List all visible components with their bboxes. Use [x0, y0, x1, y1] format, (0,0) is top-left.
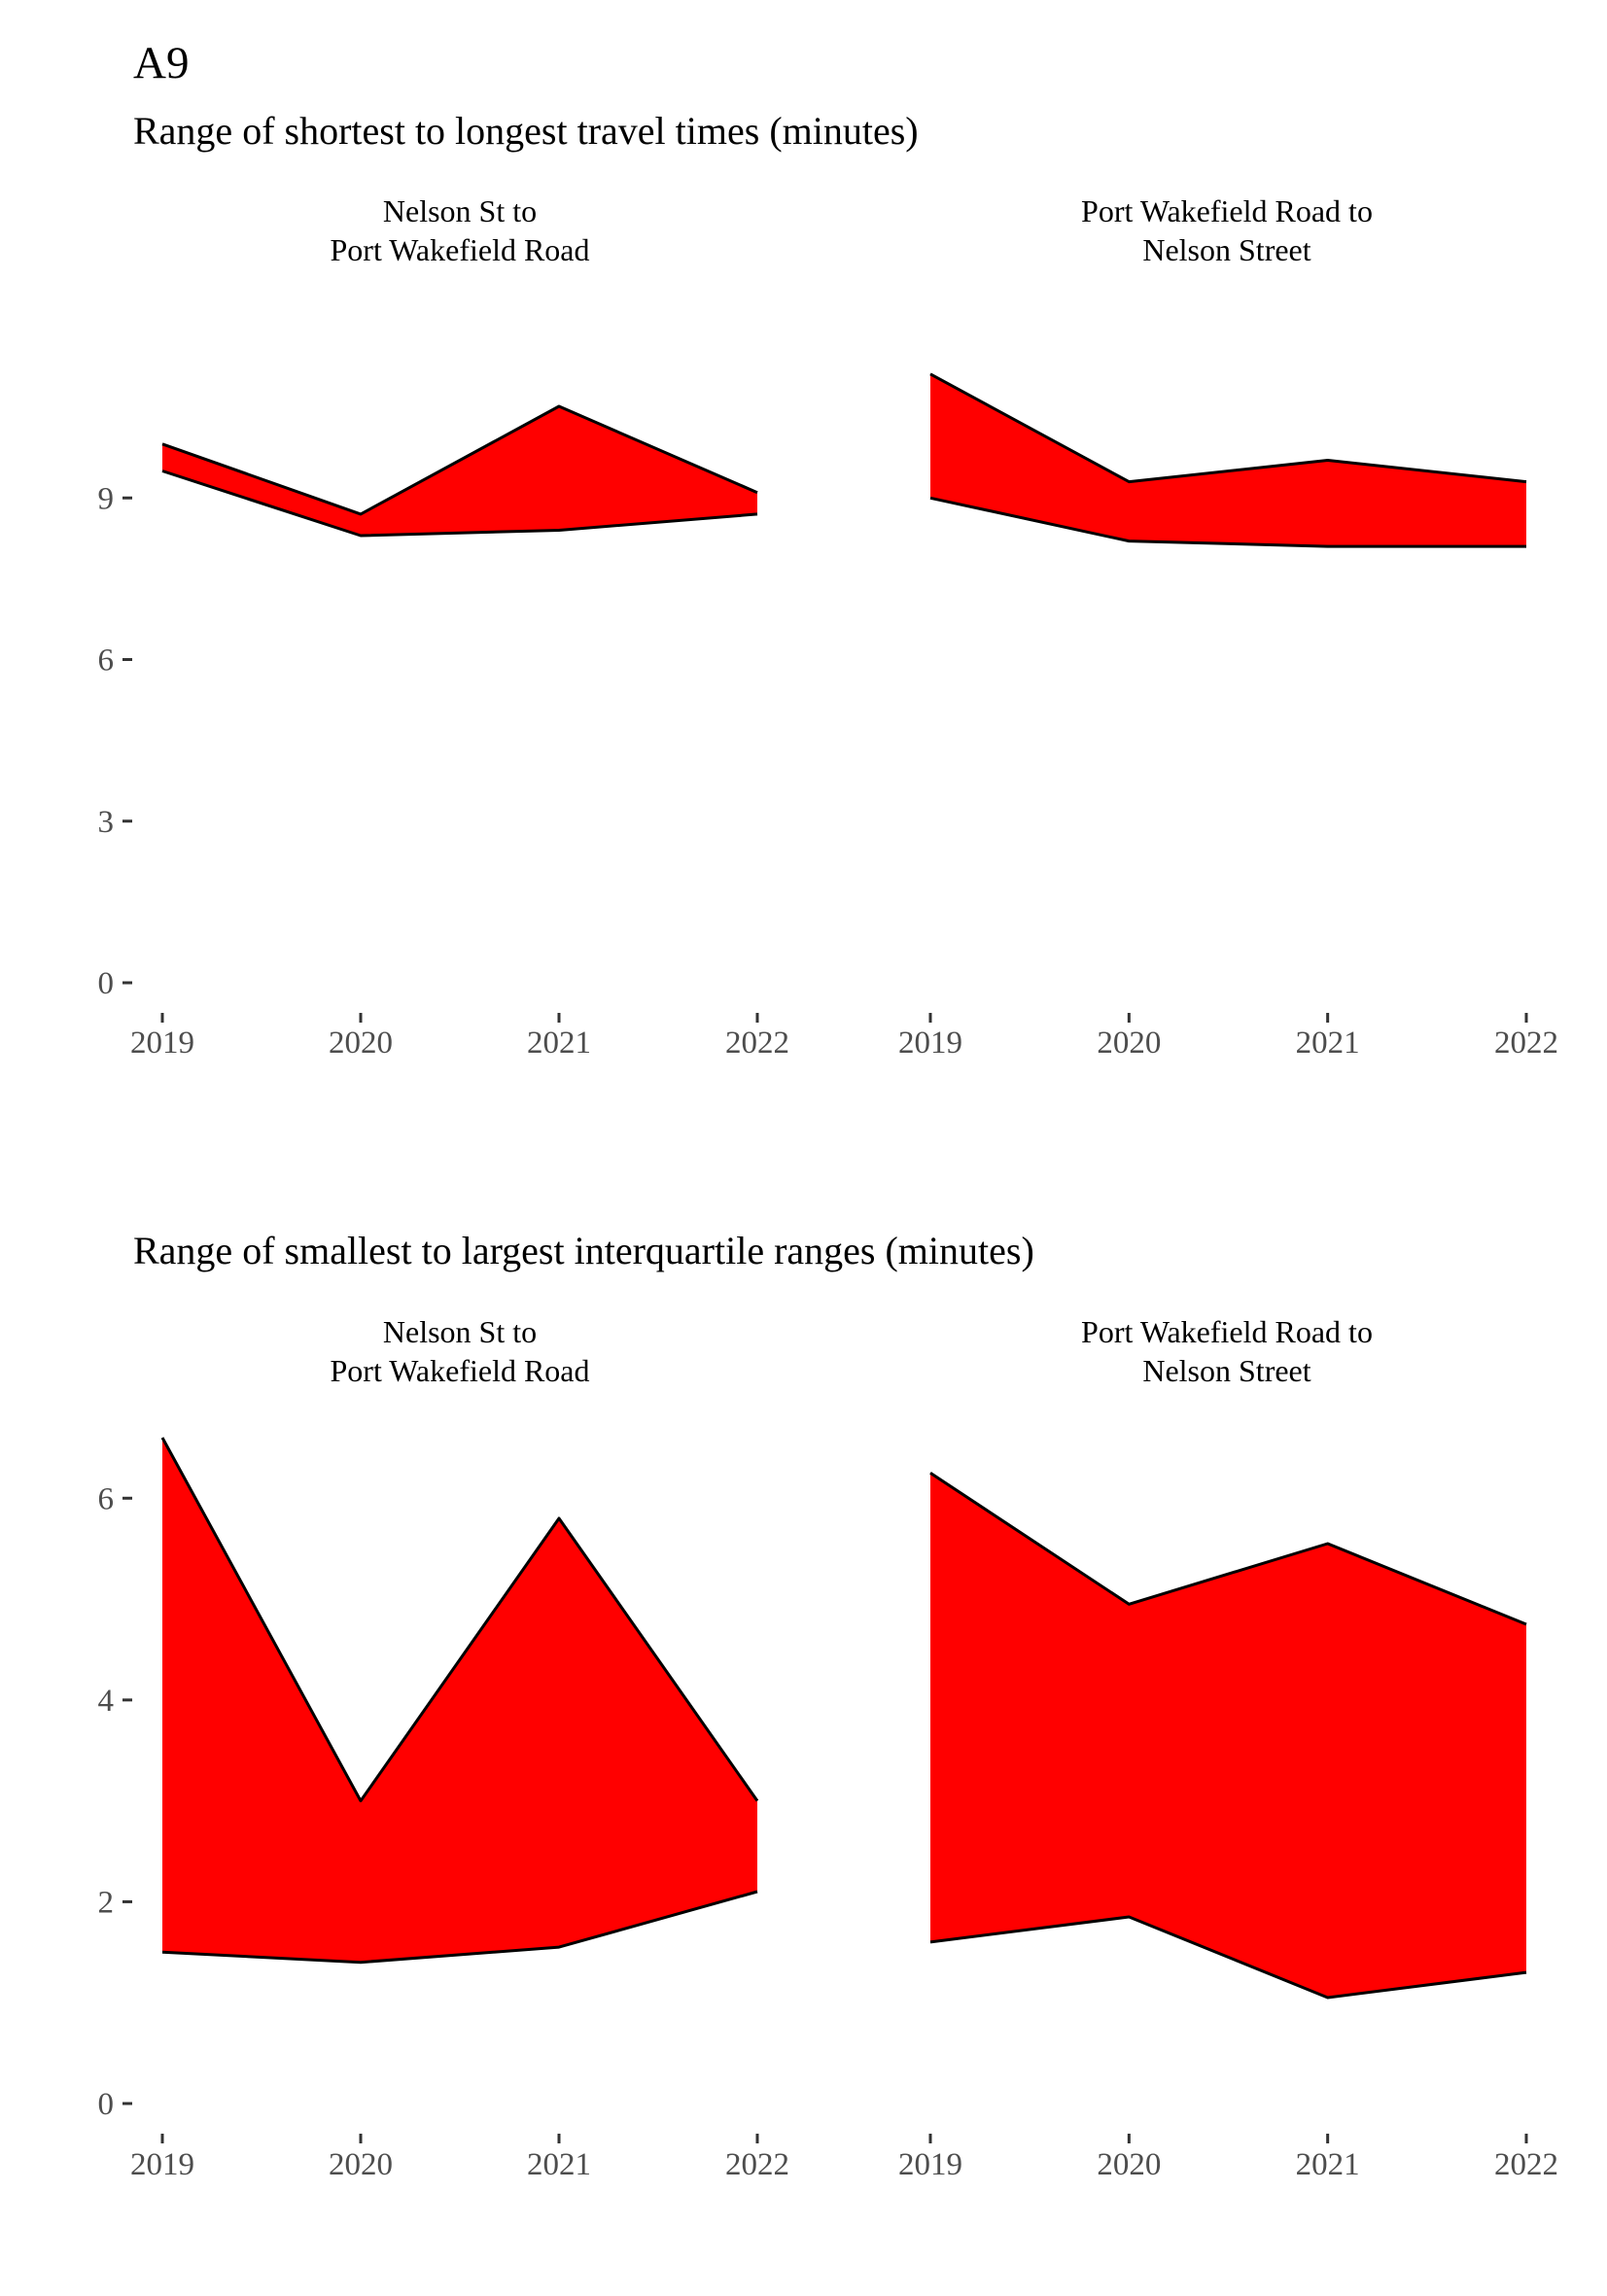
figure-title: A9: [133, 38, 189, 88]
chart-2-y-tick-label-2: 4: [98, 1684, 115, 1719]
chart-2-y-tick-label-1: 2: [98, 1885, 115, 1920]
chart-2-y-tick-label-3: 6: [98, 1481, 115, 1516]
chart-1-title: Range of shortest to longest travel time…: [133, 109, 919, 153]
chart-1-panel-1-x-tick-label-1: 2020: [329, 1026, 393, 1061]
chart-1-y-axis: 0 3 6 9: [98, 481, 132, 1001]
chart-2-panel-2-x-tick-label-2: 2021: [1296, 2147, 1360, 2182]
chart-1-panel-1-min-line: [161, 470, 758, 538]
chart-1-panel-2-x-tick-label-1: 2020: [1097, 1026, 1161, 1061]
chart-1-y-tick-label-3: 9: [98, 481, 115, 516]
chart-2-panel-2-min-line: [929, 1915, 1527, 2000]
chart-2-panel-1-range-area: [162, 1438, 757, 1963]
chart-2-panel-2-label-line-2: Nelson Street: [1142, 1353, 1310, 1388]
chart-1-panel-1-x-tick-label-2: 2021: [527, 1026, 591, 1061]
chart-2-panel-2-x-tick-label-1: 2020: [1097, 2147, 1161, 2182]
chart-1-panel-2-max-line: [929, 372, 1527, 484]
chart-2-panel-2-x-tick-label-3: 2022: [1494, 2147, 1558, 2182]
chart-1-panel-2-range-area: [930, 373, 1526, 547]
chart-2-panel-2-x-tick-label-0: 2019: [898, 2147, 962, 2182]
chart-2-panel-1-label-line-1: Nelson St to: [383, 1314, 537, 1349]
chart-2-panel-1-x-tick-label-3: 2022: [725, 2147, 789, 2182]
chart-1-panel-2-x-tick-label-3: 2022: [1494, 1026, 1558, 1061]
chart-1-panel-1-label-line-1: Nelson St to: [383, 193, 537, 228]
chart-1-panel-2-x-tick-label-2: 2021: [1296, 1026, 1360, 1061]
chart-1-y-tick-label-1: 3: [98, 805, 115, 840]
chart-1-panel-1-max-line: [161, 404, 758, 516]
chart-2-panel-1-plot: 2019 2020 2021 2022: [130, 1437, 789, 2182]
chart-1-panel-2-plot: 2019 2020 2021 2022: [898, 372, 1558, 1061]
chart-2-y-axis: 0 2 4 6: [98, 1481, 132, 2122]
chart-2-title: Range of smallest to largest interquarti…: [133, 1229, 1034, 1272]
chart-1-panel-1-range-area: [162, 406, 757, 536]
chart-2-panel-2-label-line-1: Port Wakefield Road to: [1081, 1314, 1373, 1349]
chart-1-panel-1-plot: 2019 2020 2021 2022: [130, 404, 789, 1061]
chart-1-panel-1-x-tick-label-0: 2019: [130, 1026, 194, 1061]
chart-travel-times: Range of shortest to longest travel time…: [98, 109, 1559, 1061]
chart-2-y-tick-label-0: 0: [98, 2087, 115, 2122]
chart-1-panel-2-label-line-1: Port Wakefield Road to: [1081, 193, 1373, 228]
chart-2-panel-1-max-line: [160, 1437, 759, 1803]
chart-2-panel-2-max-line: [929, 1472, 1527, 1626]
chart-2-panel-1-min-line: [161, 1890, 758, 1965]
chart-2-panel-1-label-line-2: Port Wakefield Road: [331, 1353, 590, 1388]
chart-2-panel-1-x-tick-label-1: 2020: [329, 2147, 393, 2182]
chart-2-panel-1-x-tick-label-2: 2021: [527, 2147, 591, 2182]
chart-1-panel-2-label-line-2: Nelson Street: [1142, 232, 1310, 267]
chart-2-panel-2-range-area: [930, 1473, 1526, 1998]
chart-2-panel-2-plot: 2019 2020 2021 2022: [898, 1472, 1558, 2182]
chart-1-y-tick-label-0: 0: [98, 966, 115, 1001]
chart-1-y-tick-label-2: 6: [98, 644, 115, 678]
chart-2-panel-1-x-tick-label-0: 2019: [130, 2147, 194, 2182]
chart-1-panel-2-x-tick-label-0: 2019: [898, 1026, 962, 1061]
chart-1-panel-2-min-line: [929, 496, 1526, 548]
chart-1-panel-1-x-tick-label-3: 2022: [725, 1026, 789, 1061]
chart-interquartile-ranges: Range of smallest to largest interquarti…: [98, 1229, 1559, 2182]
chart-1-panel-1-label-line-2: Port Wakefield Road: [331, 232, 590, 267]
